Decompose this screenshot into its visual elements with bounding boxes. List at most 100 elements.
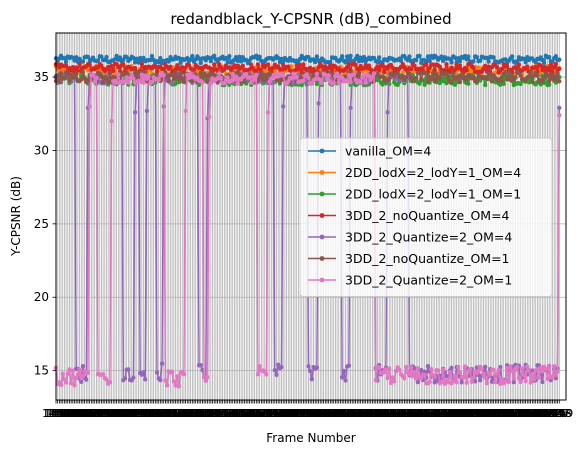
x-tick-label: 1724: [503, 407, 531, 420]
data-point: [257, 54, 262, 59]
x-tick-label: 1622: [332, 407, 360, 420]
data-point: [237, 54, 242, 59]
data-point: [80, 70, 86, 75]
data-point: [533, 64, 538, 70]
data-point: [259, 70, 264, 76]
data-point: [445, 74, 451, 80]
data-point: [514, 364, 520, 370]
x-tick-label: 1462: [62, 407, 90, 420]
data-point: [538, 63, 543, 68]
data-point: [425, 79, 431, 85]
data-point: [390, 375, 395, 380]
x-tick-label: 1681: [431, 407, 459, 420]
x-tick-label: 1741: [532, 407, 560, 420]
data-point: [180, 76, 185, 81]
data-point: [208, 66, 214, 71]
data-point: [77, 367, 82, 372]
x-tick-label: 1708: [476, 407, 504, 420]
data-point: [94, 75, 99, 81]
data-point: [557, 79, 562, 84]
data-point: [163, 378, 168, 383]
data-point: [437, 74, 442, 80]
data-point: [445, 380, 451, 385]
data-point: [425, 54, 431, 59]
data-point: [87, 104, 92, 109]
data-point: [508, 77, 513, 83]
data-point: [361, 72, 367, 78]
data-point: [553, 376, 559, 381]
x-tick-label: 1733: [518, 407, 546, 420]
data-point: [67, 78, 72, 83]
x-tick-label: 1686: [439, 407, 467, 420]
data-point: [212, 53, 217, 58]
data-point: [477, 58, 483, 63]
data-point: [67, 367, 72, 372]
data-point: [58, 71, 64, 76]
plot-frame: [55, 32, 567, 401]
x-tick-label: 1515: [151, 407, 179, 420]
legend-label: 3DD_2_noQuantize_OM=4: [345, 208, 510, 223]
x-tick-label: 1740: [530, 407, 558, 420]
x-tick-label: 1505: [135, 407, 163, 420]
data-point: [143, 73, 148, 78]
x-tick-label: 1514: [150, 407, 178, 420]
x-tick-label: 1696: [456, 407, 484, 420]
data-point: [408, 365, 414, 370]
data-point: [141, 370, 146, 375]
data-point: [304, 72, 309, 77]
x-tick-label: 1564: [234, 407, 262, 420]
data-point: [546, 68, 552, 73]
data-point: [535, 367, 540, 373]
data-point: [336, 80, 341, 86]
data-point: [410, 373, 416, 379]
x-tick-label: 1714: [486, 407, 514, 420]
data-point: [301, 62, 306, 67]
data-point: [398, 58, 404, 63]
data-point: [196, 56, 202, 61]
data-point: [553, 77, 559, 83]
data-point: [449, 365, 454, 371]
data-point: [161, 72, 166, 78]
x-tick-label: 1466: [69, 407, 97, 420]
data-point: [483, 375, 488, 380]
data-point: [260, 77, 266, 82]
data-point: [412, 370, 417, 375]
data-point: [422, 82, 427, 87]
data-point: [403, 75, 409, 80]
x-tick-label: 1480: [92, 407, 120, 420]
data-point: [158, 56, 163, 61]
data-point: [530, 79, 535, 85]
x-tick-label: 1532: [180, 407, 208, 420]
data-point: [307, 65, 313, 71]
data-point: [511, 379, 517, 385]
data-point: [139, 61, 145, 67]
data-point: [299, 70, 304, 75]
data-point: [528, 380, 533, 385]
x-tick-label: 1561: [229, 407, 257, 420]
x-tick-label: 1642: [365, 407, 393, 420]
x-tick-label: 1748: [544, 407, 572, 420]
data-point: [254, 72, 259, 78]
x-tick-label: 1616: [321, 407, 349, 420]
data-point: [488, 372, 493, 377]
data-point: [131, 375, 136, 380]
x-tick-label: 1676: [422, 407, 450, 420]
data-point: [264, 77, 269, 82]
x-tick-label: 1458: [55, 407, 83, 420]
data-point: [173, 383, 178, 388]
data-point: [432, 79, 437, 84]
data-point: [74, 71, 79, 76]
data-point: [555, 369, 560, 374]
data-point: [518, 81, 523, 87]
data-point: [541, 60, 547, 65]
data-point: [122, 78, 128, 84]
data-point: [109, 63, 114, 69]
data-point: [376, 67, 382, 73]
x-tick-label: 1683: [434, 407, 462, 420]
data-point: [373, 378, 378, 383]
data-point: [363, 62, 368, 68]
x-tick-label: 1537: [188, 407, 216, 420]
data-point: [267, 71, 272, 76]
data-point: [173, 70, 178, 75]
data-point: [447, 56, 453, 62]
